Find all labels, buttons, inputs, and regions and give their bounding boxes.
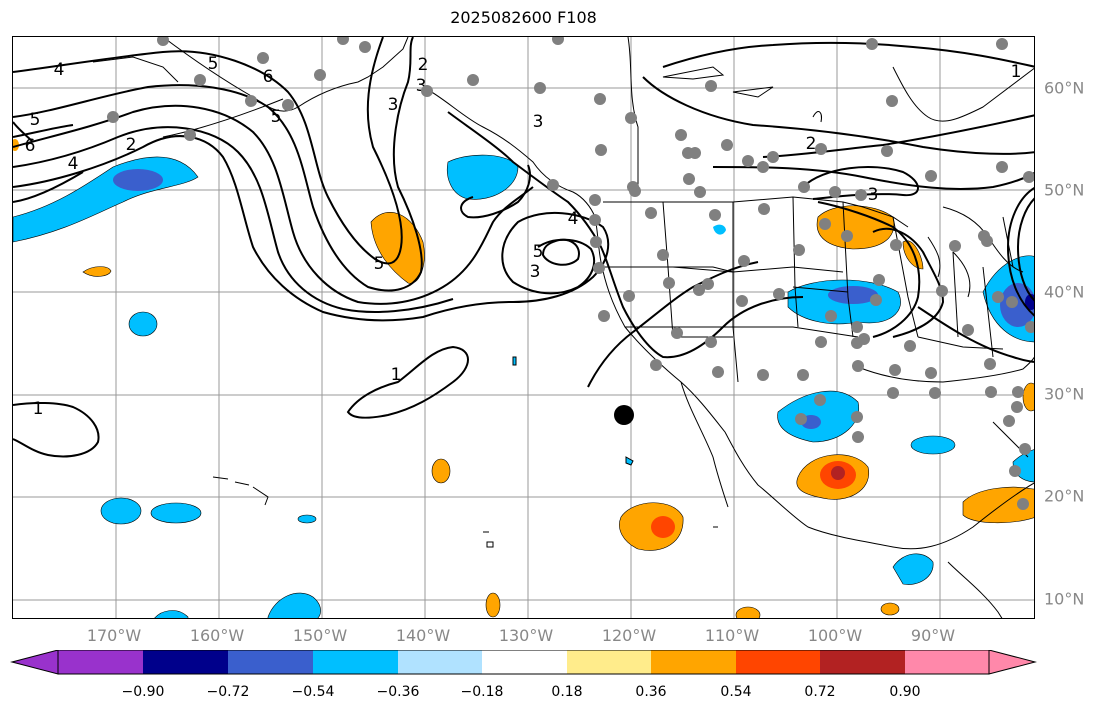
contour-label: 1 — [391, 365, 402, 385]
colorbar-tick: −0.18 — [460, 684, 504, 700]
contour-label: 5 — [208, 54, 219, 74]
colorbar-tick: −0.36 — [376, 684, 420, 700]
lat-label: 30°N — [1044, 384, 1085, 404]
colorbar-segment — [398, 650, 482, 674]
contour-label: 3 — [416, 76, 427, 96]
colorbar-segment — [143, 650, 228, 674]
lat-label: 40°N — [1044, 282, 1085, 302]
colorbar-tick: −0.72 — [206, 684, 250, 700]
contour-label: 3 — [530, 262, 541, 282]
contour-label: 1 — [33, 399, 44, 419]
contour-label: 2 — [806, 134, 817, 154]
marker-dot — [614, 405, 634, 425]
colorbar-tick: 0.90 — [889, 684, 921, 700]
lat-label: 50°N — [1044, 180, 1085, 200]
colorbar-extend-max — [988, 650, 1037, 675]
contour-label: 2 — [126, 135, 137, 155]
contour-label: 4 — [568, 209, 579, 229]
lon-label: 170°W — [86, 626, 142, 645]
colorbar — [10, 650, 1037, 675]
contour-label: 3 — [533, 112, 544, 132]
contour-label: 4 — [54, 60, 65, 80]
colorbar-tick: 0.72 — [804, 684, 836, 700]
contour-lines — [13, 37, 1034, 458]
colorbar-tick: 0.36 — [635, 684, 667, 700]
colorbar-segment — [313, 650, 398, 674]
contour-label: 1 — [1011, 62, 1022, 82]
contour-label: 5 — [374, 254, 385, 274]
lon-label: 100°W — [807, 626, 863, 645]
contour-label: 5 — [271, 107, 282, 127]
contour-label: 5 — [533, 242, 544, 262]
coastlines — [92, 37, 1034, 618]
map-canvas: 4 5 6 5 4 2 6 5 3 2 3 3 4 5 3 5 1 1 2 3 … — [13, 37, 1034, 618]
contour-label: 4 — [68, 154, 79, 174]
colorbar-segment — [482, 650, 567, 674]
shading-positive — [13, 139, 1034, 618]
map-title: 2025082600 F108 — [450, 8, 597, 27]
colorbar-segment — [905, 650, 989, 674]
contour-label-group: 4 5 6 5 4 2 6 5 3 2 3 3 4 5 3 5 1 1 2 3 … — [25, 54, 1022, 419]
contour-label: 6 — [263, 67, 274, 87]
colorbar-segment — [736, 650, 820, 674]
lon-label: 150°W — [292, 626, 348, 645]
lon-label: 160°W — [189, 626, 245, 645]
lat-label: 10°N — [1044, 589, 1085, 609]
islands — [212, 356, 718, 548]
lon-label: 110°W — [704, 626, 760, 645]
colorbar-tick: 0.54 — [720, 684, 752, 700]
colorbar-segment — [567, 650, 651, 674]
contour-label: 6 — [25, 136, 36, 156]
colorbar-tick: 0.18 — [551, 684, 583, 700]
contour-label: 2 — [418, 55, 429, 75]
lat-label: 60°N — [1044, 78, 1085, 98]
colorbar-segment — [820, 650, 905, 674]
gridlines — [13, 37, 1034, 618]
lon-label: 140°W — [395, 626, 451, 645]
contour-label: 3 — [868, 185, 879, 205]
lon-label: 90°W — [910, 626, 956, 645]
map-panel: 4 5 6 5 4 2 6 5 3 2 3 3 4 5 3 5 1 1 2 3 … — [12, 36, 1035, 619]
lon-label: 120°W — [601, 626, 657, 645]
colorbar-tick: −0.54 — [291, 684, 335, 700]
colorbar-segment — [58, 650, 143, 674]
colorbar-segments — [57, 650, 990, 675]
colorbar-segment — [228, 650, 313, 674]
lat-label: 20°N — [1044, 486, 1085, 506]
contour-label: 5 — [30, 110, 41, 130]
colorbar-tick: −0.90 — [121, 684, 165, 700]
colorbar-segment — [651, 650, 736, 674]
station-dots — [107, 37, 1034, 510]
contour-label: 3 — [388, 95, 399, 115]
colorbar-extend-min — [10, 650, 59, 675]
lon-label: 130°W — [498, 626, 554, 645]
